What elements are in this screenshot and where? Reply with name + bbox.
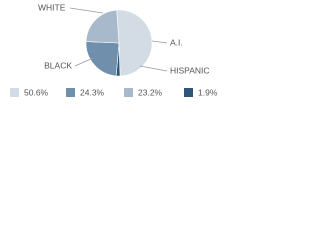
leader-line: [151, 40, 168, 44]
legend-swatch: [184, 88, 193, 97]
legend-label: 23.2%: [138, 87, 163, 97]
leader-line: [74, 57, 94, 67]
legend-swatch: [66, 88, 75, 97]
leader-line: [69, 7, 104, 14]
slice-label: WHITE: [38, 2, 66, 12]
pie-slice: [116, 9, 153, 77]
page: {"chart_data": {"type": "pie", "categori…: [0, 0, 240, 100]
pie-slice: [85, 41, 120, 77]
legend-swatch: [10, 88, 19, 97]
chart: WHITE A.I. HISPANIC BLACK 50.6% 1.9% 24.3% 23.2…: [10, 2, 218, 97]
legend-label: 24.3%: [80, 87, 105, 97]
leader-line: [139, 65, 168, 72]
pie-slice: [85, 9, 120, 44]
slice-label: BLACK: [44, 60, 72, 70]
legend-label: 1.9%: [198, 87, 218, 97]
legend-swatch: [124, 88, 133, 97]
slice-label: HISPANIC: [170, 65, 210, 75]
slice-label: A.I.: [170, 37, 183, 47]
legend-label: 50.6%: [24, 87, 49, 97]
